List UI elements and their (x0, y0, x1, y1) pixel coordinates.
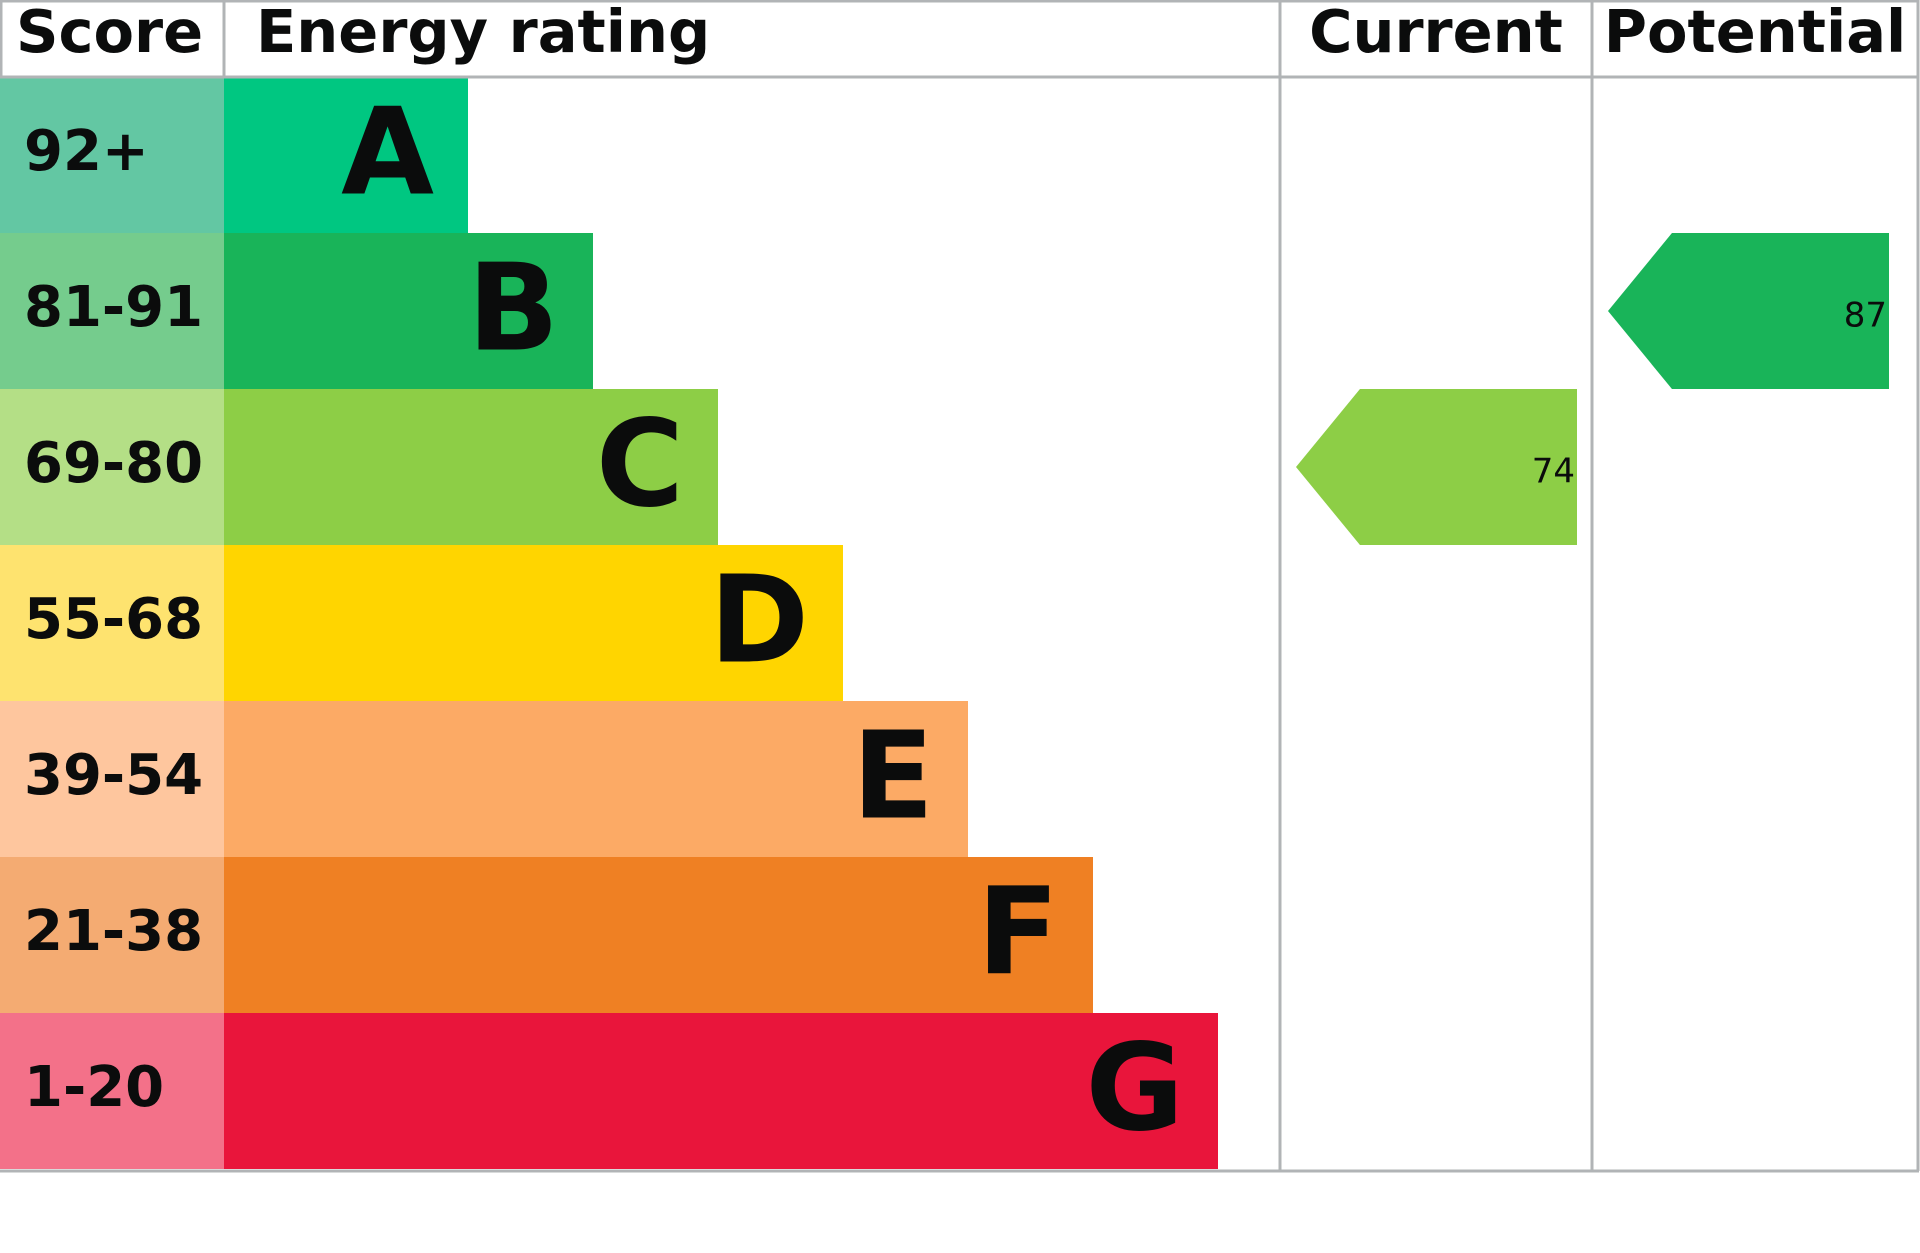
score-label: 1-20 (24, 1055, 164, 1120)
rating-bar (224, 857, 1093, 1013)
rating-bar (224, 77, 468, 233)
rating-arrow (1608, 233, 1889, 389)
rating-letter: G (1086, 1020, 1185, 1159)
rating-bar (224, 1013, 1218, 1169)
rating-letter: C (596, 396, 684, 535)
rating-arrow (1296, 389, 1577, 545)
score-cell (0, 233, 224, 389)
header-rating: Energy rating (256, 0, 710, 66)
rating-bar (224, 701, 968, 857)
header-current: Current (1309, 0, 1563, 66)
rating-letter: D (709, 552, 809, 691)
rating-bar (224, 545, 843, 701)
score-label: 69-80 (24, 431, 203, 496)
rating-letter: B (468, 240, 559, 379)
score-label: 39-54 (24, 743, 203, 808)
header-score: Score (16, 0, 203, 66)
rating-value: 87 (1844, 296, 1887, 336)
score-label: 55-68 (24, 587, 203, 652)
score-cell (0, 77, 224, 233)
score-label: 92+ (24, 119, 149, 184)
score-label: 81-91 (24, 275, 203, 340)
rating-value: 74 (1532, 452, 1575, 492)
header-potential: Potential (1604, 0, 1906, 66)
score-label: 21-38 (24, 899, 203, 964)
rating-letter: A (341, 84, 434, 223)
score-cell (0, 701, 224, 857)
rating-letter: E (852, 708, 934, 847)
score-cell (0, 389, 224, 545)
rating-bar (224, 233, 593, 389)
rating-letter: F (977, 864, 1059, 1003)
score-cell (0, 545, 224, 701)
rating-bar (224, 389, 718, 545)
score-cell (0, 1013, 224, 1169)
score-cell (0, 857, 224, 1013)
